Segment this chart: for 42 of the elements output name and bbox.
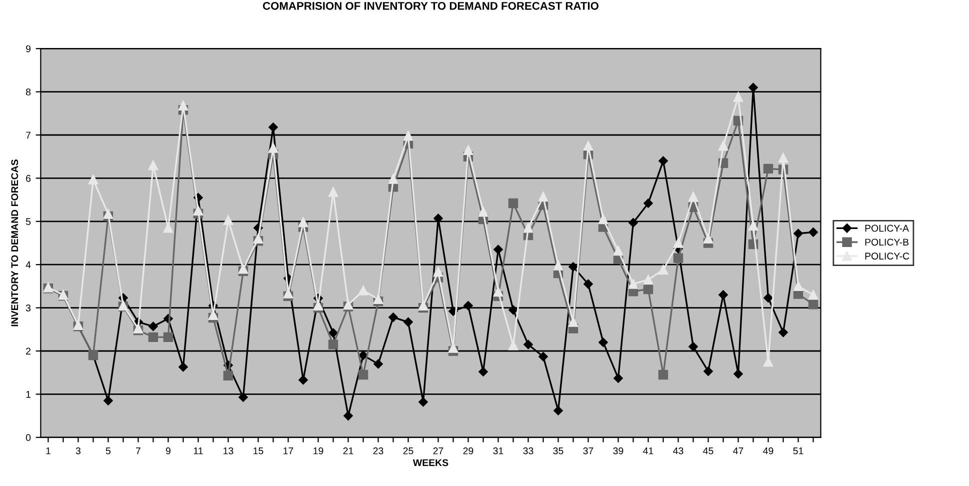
x-tick-label: 41 [643,447,654,454]
x-tick-label: 15 [254,447,264,454]
x-tick-label: 23 [373,447,384,454]
x-tick-label: 29 [463,447,474,454]
x-tick-label: 17 [284,447,294,454]
x-tick-label: 5 [106,447,110,454]
x-tick-label: 11 [194,447,203,454]
y-tick-label: 3 [26,304,31,312]
y-tick-label: 6 [26,174,31,182]
y-tick-label: 4 [26,261,31,268]
x-tick-label: 13 [224,447,234,454]
x-tick-label: 21 [343,447,354,454]
x-axis-title: WEEKS [412,459,448,466]
y-tick-label: 5 [26,218,31,226]
x-tick-label: 9 [166,447,170,454]
x-tick-label: 19 [314,447,324,454]
x-tick-label: 51 [793,447,804,454]
x-tick-label: 33 [523,447,534,454]
y-tick-label: 8 [26,88,31,96]
x-tick-label: 47 [733,447,744,454]
y-tick-label: 7 [26,132,30,139]
x-tick-label: 43 [673,447,684,454]
x-tick-label: 3 [76,447,80,454]
x-tick-label: 1 [46,447,50,454]
x-tick-label: 49 [763,447,774,454]
y-tick-label: 2 [26,348,30,355]
x-tick-label: 7 [136,447,140,454]
y-tick-label: 0 [26,434,31,442]
chart-title: COMAPRISION OF INVENTORY TO DEMAND FORECAST RATIO [262,2,598,10]
legend-label: POLICY-B [865,238,908,246]
x-tick-label: 37 [583,447,594,454]
y-tick-label: 1 [26,391,30,398]
y-tick-label: 9 [26,45,31,52]
x-tick-label: 35 [553,447,564,454]
legend-label: POLICY-A [865,224,909,232]
y-axis-title: INVENTORY TO DEMAND FORECAS [11,160,18,326]
x-tick-label: 39 [613,447,624,454]
legend-label: POLICY-C [865,252,910,260]
x-tick-label: 27 [433,447,444,454]
x-tick-label: 31 [493,447,504,454]
x-tick-label: 25 [403,447,414,454]
x-tick-label: 45 [703,447,714,454]
